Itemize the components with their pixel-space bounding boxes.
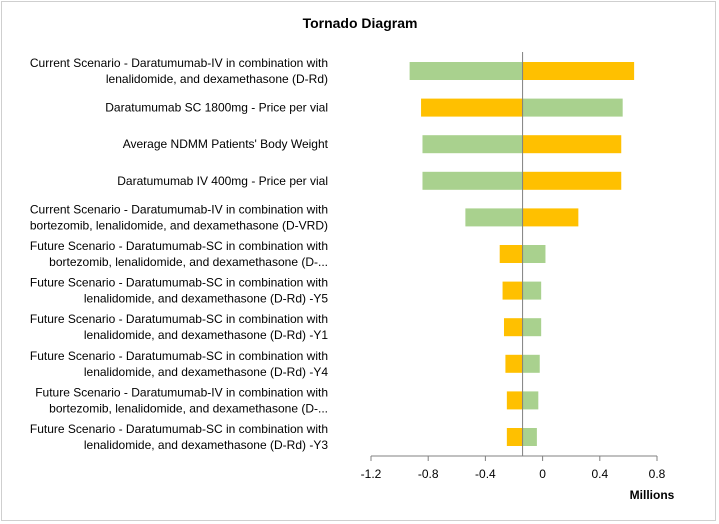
x-tick-label-4: 0.4: [591, 467, 608, 481]
category-labels: Current Scenario - Daratumumab-IV in com…: [30, 56, 329, 452]
category-label-1: Daratumumab SC 1800mg - Price per vial: [105, 101, 328, 115]
category-label-7-line-1: lenalidomide, and dexamethasone (D-Rd) -…: [84, 328, 328, 342]
bar-high-1: [522, 98, 623, 117]
category-label-4-line-1: bortezomib, lenalidomide, and dexamethas…: [30, 218, 328, 232]
bar-low-2: [422, 135, 523, 154]
bar-low-10: [506, 428, 523, 446]
bar-high-0: [522, 62, 635, 80]
category-label-0: Current Scenario - Daratumumab-IV in com…: [30, 56, 328, 86]
x-tick-label-1: -0.8: [418, 467, 439, 481]
category-label-5-line-0: Future Scenario - Daratumumab-SC in comb…: [30, 239, 328, 253]
category-label-2-line-0: Average NDMM Patients' Body Weight: [123, 137, 329, 151]
x-tick-label-3: 0: [539, 467, 546, 481]
bar-high-9: [522, 391, 539, 410]
category-label-7: Future Scenario - Daratumumab-SC in comb…: [30, 312, 328, 342]
category-label-9-line-1: bortezomib, lenalidomide, and dexamethas…: [49, 401, 328, 415]
bar-high-2: [522, 135, 622, 154]
bar-high-4: [522, 208, 579, 227]
chart-title: Tornado Diagram: [303, 15, 418, 31]
category-label-5: Future Scenario - Daratumumab-SC in comb…: [30, 239, 328, 269]
category-label-9-line-0: Future Scenario - Daratumumab-IV in comb…: [35, 385, 328, 399]
bar-high-6: [522, 281, 542, 300]
category-label-4-line-0: Current Scenario - Daratumumab-IV in com…: [30, 202, 328, 216]
bar-low-6: [502, 281, 523, 300]
category-label-8-line-1: lenalidomide, and dexamethasone (D-Rd) -…: [84, 365, 328, 379]
x-tick-label-2: -0.4: [475, 467, 496, 481]
category-label-10-line-1: lenalidomide, and dexamethasone (D-Rd) -…: [84, 438, 328, 452]
bar-low-4: [465, 208, 523, 227]
bar-low-5: [499, 245, 523, 263]
category-label-10-line-0: Future Scenario - Daratumumab-SC in comb…: [30, 422, 328, 436]
bar-low-8: [505, 354, 523, 373]
category-label-4: Current Scenario - Daratumumab-IV in com…: [30, 202, 328, 232]
bar-high-7: [522, 318, 542, 337]
category-label-2: Average NDMM Patients' Body Weight: [123, 137, 329, 151]
bar-low-0: [409, 62, 523, 80]
category-label-8-line-0: Future Scenario - Daratumumab-SC in comb…: [30, 349, 328, 363]
category-label-6: Future Scenario - Daratumumab-SC in comb…: [30, 276, 328, 306]
category-label-6-line-0: Future Scenario - Daratumumab-SC in comb…: [30, 276, 328, 290]
bar-low-3: [422, 171, 523, 190]
category-label-10: Future Scenario - Daratumumab-SC in comb…: [30, 422, 328, 452]
category-label-0-line-1: lenalidomide, and dexamethasone (D-Rd): [106, 72, 328, 86]
category-label-3-line-0: Daratumumab IV 400mg - Price per vial: [117, 174, 328, 188]
bar-low-1: [421, 98, 523, 117]
bars-group: [409, 62, 635, 446]
x-axis-ticks: -1.2 -0.8 -0.4 0 0.4 0.8: [361, 456, 666, 481]
category-label-7-line-0: Future Scenario - Daratumumab-SC in comb…: [30, 312, 328, 326]
x-tick-label-0: -1.2: [361, 467, 382, 481]
category-label-8: Future Scenario - Daratumumab-SC in comb…: [30, 349, 328, 379]
category-label-6-line-1: lenalidomide, and dexamethasone (D-Rd) -…: [84, 292, 328, 306]
category-label-1-line-0: Daratumumab SC 1800mg - Price per vial: [105, 101, 328, 115]
bar-high-8: [522, 354, 540, 373]
bar-high-5: [522, 245, 546, 263]
category-label-0-line-0: Current Scenario - Daratumumab-IV in com…: [30, 56, 328, 70]
bar-high-10: [522, 428, 537, 446]
bar-low-9: [506, 391, 523, 410]
x-unit-label: Millions: [630, 488, 675, 502]
bar-high-3: [522, 171, 622, 190]
category-label-9: Future Scenario - Daratumumab-IV in comb…: [35, 385, 328, 415]
x-tick-label-5: 0.8: [649, 467, 666, 481]
category-label-3: Daratumumab IV 400mg - Price per vial: [117, 174, 328, 188]
category-label-5-line-1: bortezomib, lenalidomide, and dexamethas…: [49, 255, 328, 269]
bar-low-7: [503, 318, 523, 337]
